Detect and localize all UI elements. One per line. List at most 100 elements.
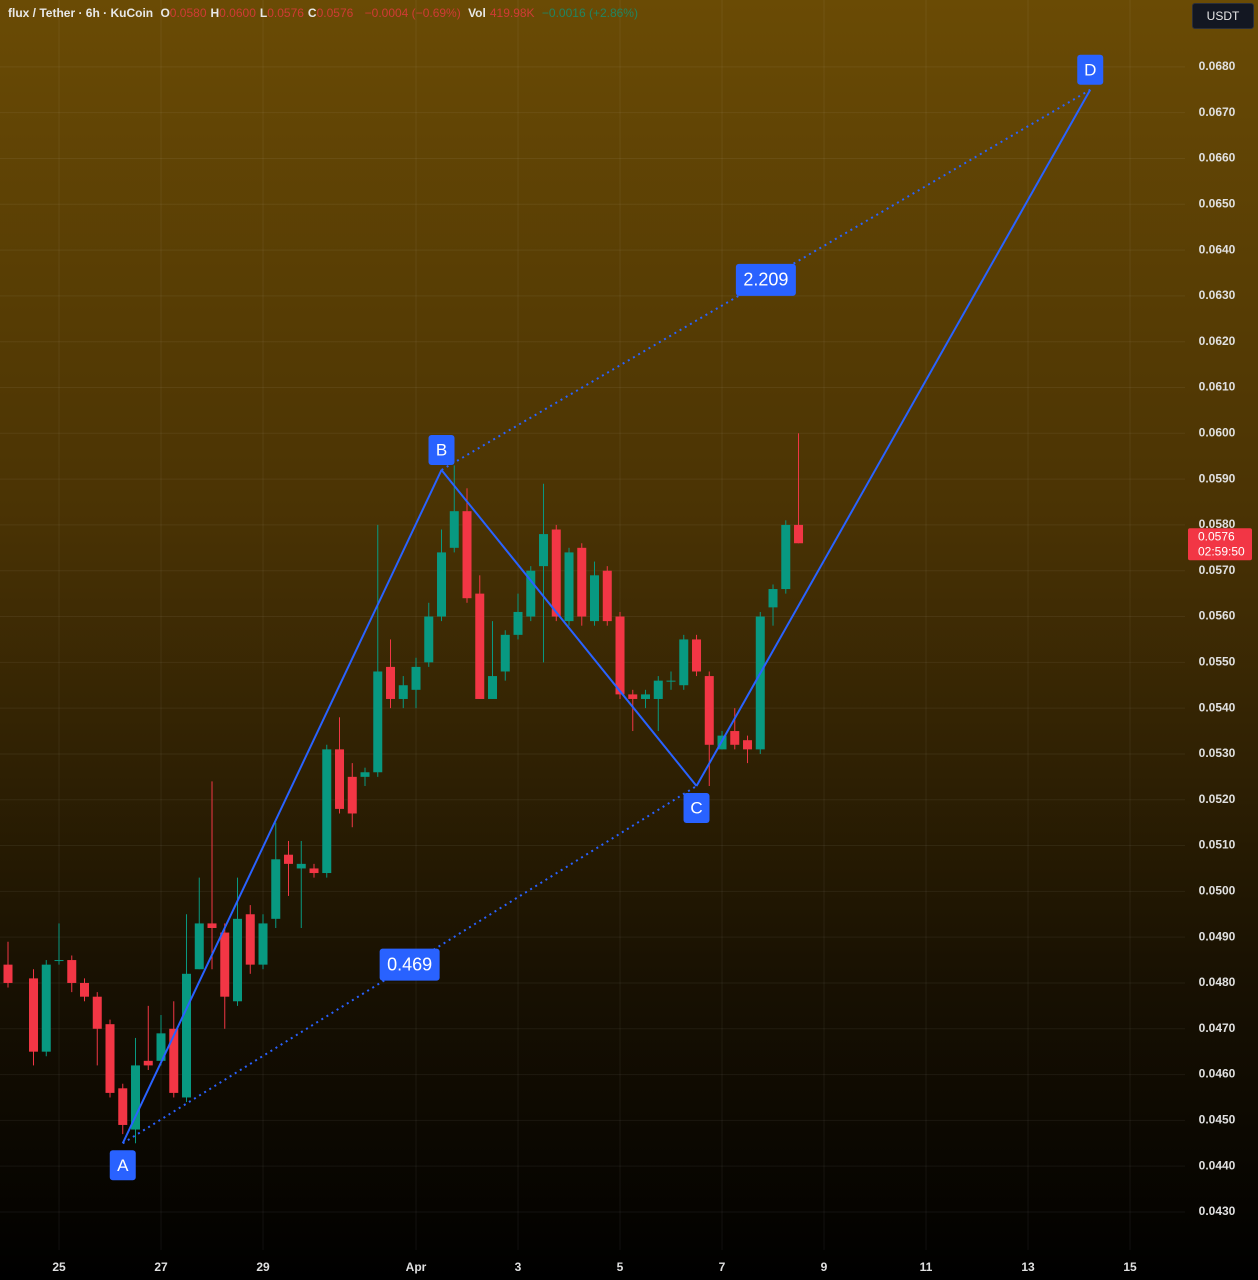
y-tick-label: 0.0430	[1199, 1204, 1236, 1218]
change: −0.0004 (−0.69%)	[364, 6, 461, 20]
field-value: 0.0580	[169, 6, 207, 20]
candle-body	[41, 964, 51, 1052]
y-tick-label: 0.0450	[1199, 1113, 1236, 1127]
candle-body	[182, 973, 192, 1098]
candle-body	[526, 570, 536, 617]
candle-body	[424, 616, 434, 663]
candle-body	[615, 616, 625, 695]
y-tick-label: 0.0610	[1199, 380, 1236, 394]
candle-body	[105, 1024, 115, 1093]
candle-body	[449, 511, 459, 548]
y-tick-label: 0.0490	[1199, 929, 1236, 943]
y-tick-label: 0.0560	[1199, 609, 1236, 623]
point-label: B	[436, 440, 447, 459]
y-tick-label: 0.0670	[1199, 105, 1236, 119]
y-tick-label: 0.0470	[1199, 1021, 1236, 1035]
candle-body	[755, 616, 765, 750]
candle-body	[704, 676, 714, 745]
point-label: A	[117, 1156, 129, 1175]
ratio-label: 2.209	[743, 270, 788, 290]
candle-body	[131, 1065, 141, 1130]
candle-body	[143, 1060, 153, 1066]
x-tick-label: 11	[920, 1260, 933, 1274]
candle-body	[347, 776, 357, 814]
candle-body	[169, 1028, 179, 1093]
pattern-leg	[695, 89, 1092, 787]
candle-body	[679, 639, 689, 686]
y-tick-label: 0.0520	[1199, 792, 1236, 806]
vol-change: −0.0016 (+2.86%)	[541, 6, 638, 20]
x-tick-label: 5	[617, 1260, 624, 1274]
candle-body	[577, 547, 587, 617]
candle-body	[335, 749, 345, 809]
point-label: C	[690, 798, 702, 817]
x-tick-label: 29	[256, 1260, 270, 1274]
candle-body	[233, 918, 243, 1002]
candle-body	[641, 694, 651, 699]
candle-body	[590, 575, 600, 622]
candle-body	[462, 511, 472, 599]
candle-body	[360, 772, 370, 777]
y-tick-label: 0.0590	[1199, 471, 1236, 485]
y-tick-label: 0.0440	[1199, 1158, 1236, 1172]
candle-body	[500, 634, 510, 672]
candle-body	[602, 570, 612, 622]
field-key: H	[210, 6, 220, 20]
y-tick-label: 0.0640	[1199, 242, 1236, 256]
y-tick-label: 0.0630	[1199, 288, 1236, 302]
candle-body	[488, 676, 498, 699]
candle-body	[54, 960, 64, 962]
ohlc: O0.0580 H0.0600 L0.0576 C0.0576	[160, 6, 357, 20]
x-tick-label: 15	[1123, 1260, 1137, 1274]
pattern-leg	[121, 469, 443, 1144]
candle-body	[794, 524, 804, 544]
candle-body	[67, 960, 77, 983]
candle-body	[564, 552, 574, 622]
candle-body	[207, 923, 217, 928]
candle-body	[692, 639, 702, 672]
vol: 419.98K	[489, 6, 535, 20]
point-box	[109, 1150, 136, 1181]
countdown: 02:59:50	[1198, 544, 1245, 558]
candle-body	[437, 552, 447, 617]
candle-body	[653, 680, 663, 699]
x-tick-label: 13	[1021, 1260, 1035, 1274]
candle-body	[386, 666, 396, 699]
point-box	[1077, 54, 1104, 85]
candle-body	[194, 923, 204, 970]
candle-body	[513, 611, 523, 635]
candle-body	[411, 666, 421, 690]
candle-body	[29, 978, 39, 1052]
candle-body	[373, 671, 383, 773]
field-value: 0.0576	[267, 6, 304, 20]
currency-button[interactable]: USDT	[1192, 3, 1254, 29]
candle-body	[80, 982, 90, 997]
candle-body	[398, 685, 408, 699]
pattern-leg	[440, 469, 698, 787]
y-tick-label: 0.0620	[1199, 334, 1236, 348]
candle-body	[628, 694, 638, 699]
point-box	[428, 434, 455, 465]
candle-body	[743, 740, 753, 750]
candle-body	[551, 529, 561, 617]
candle-body	[245, 914, 255, 965]
x-tick-label: 9	[821, 1260, 828, 1274]
candle-body	[258, 923, 268, 965]
candle-body	[92, 996, 102, 1029]
y-tick-label: 0.0540	[1199, 700, 1236, 714]
candle-body	[271, 859, 281, 919]
y-tick-label: 0.0580	[1199, 517, 1236, 531]
field-key: O	[160, 6, 170, 20]
ratio-box	[379, 948, 440, 981]
field-key: L	[259, 6, 268, 20]
y-tick-label: 0.0680	[1199, 59, 1236, 73]
y-tick-label: 0.0600	[1199, 425, 1236, 439]
candle-body	[666, 680, 676, 682]
symbol-legend: flux / Tether · 6h · KuCoin O0.0580 H0.06…	[8, 6, 642, 20]
last-price: 0.0576	[1198, 529, 1235, 543]
point-box	[683, 793, 710, 824]
ratio-box	[735, 263, 796, 296]
symbol: flux / Tether · 6h · KuCoin	[8, 6, 154, 20]
